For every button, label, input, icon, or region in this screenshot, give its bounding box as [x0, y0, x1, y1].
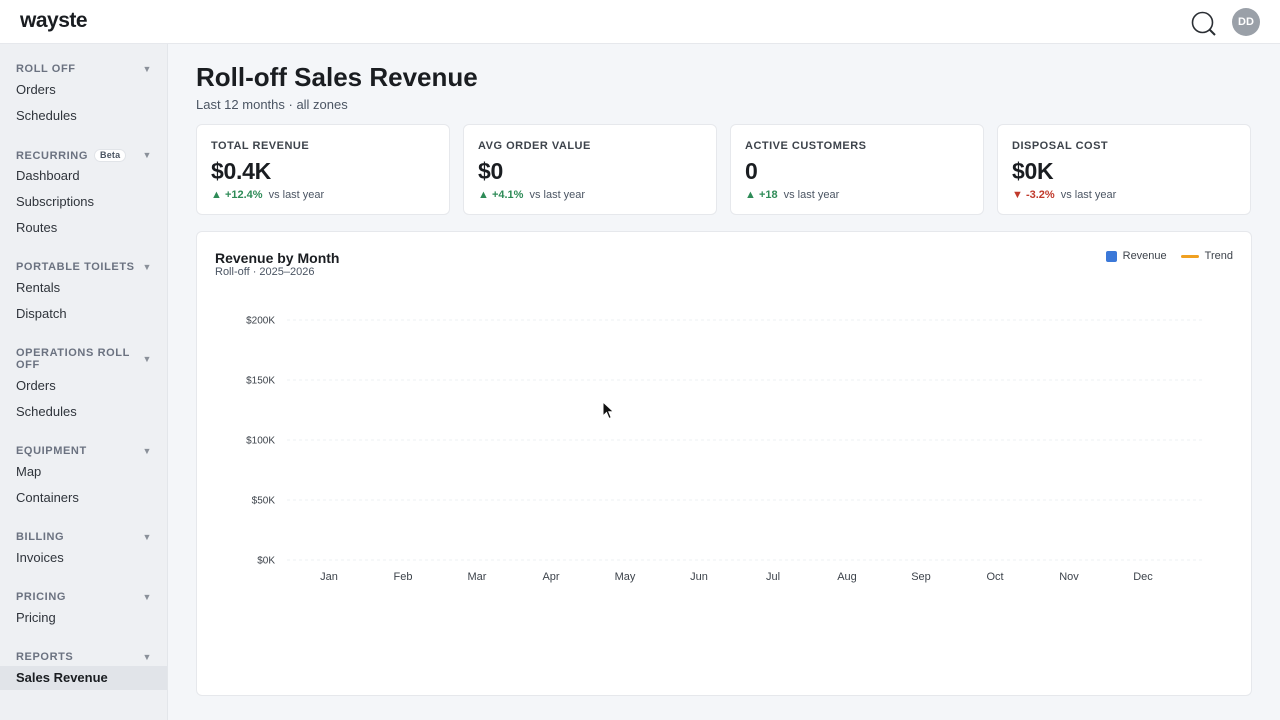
legend-swatch-trend: [1180, 254, 1199, 258]
section-portable-toilets[interactable]: PORTABLE TOILETS ▼: [16, 261, 156, 273]
x-tick-label: Sep: [911, 571, 931, 583]
kpi-value: 0: [745, 158, 758, 184]
kpi-card-active-customers: ACTIVE CUSTOMERS 0 ▲ +18 vs last year: [730, 124, 984, 215]
section-title: REPORTS: [16, 651, 74, 663]
kpi-change: ▲ +18: [745, 189, 778, 201]
chevron-down-icon: ▼: [142, 592, 152, 602]
y-tick-label: $50K: [252, 496, 276, 507]
x-tick-label: Jan: [320, 571, 338, 583]
kpi-card-total-revenue: TOTAL REVENUE $0.4K ▲ +12.4% vs last year: [196, 124, 450, 215]
sidebar-item-subscriptions[interactable]: Subscriptions: [16, 194, 95, 209]
revenue-chart-card: Revenue by Month Roll-off · 2025–2026 Re…: [196, 231, 1252, 696]
chart-title: Revenue by Month: [215, 250, 340, 266]
x-tick-label: Mar: [468, 571, 487, 583]
sidebar-item-rentals[interactable]: Rentals: [16, 280, 61, 295]
y-tick-label: $200K: [246, 316, 275, 327]
x-tick-label: Nov: [1059, 571, 1079, 583]
kpi-compare: vs last year: [783, 189, 840, 201]
sidebar-item-orders[interactable]: Orders: [16, 82, 56, 97]
sidebar-item-dashboard[interactable]: Dashboard: [16, 168, 80, 183]
kpi-value: $0K: [1012, 158, 1054, 184]
mouse-cursor-icon: [602, 401, 615, 420]
x-tick-label: Dec: [1133, 571, 1153, 583]
app-logo[interactable]: wayste: [20, 9, 88, 32]
sidebar: ROLL OFF ▼ Orders Schedules RECURRING Bet…: [0, 44, 168, 720]
sidebar-item-schedules[interactable]: Schedules: [16, 108, 77, 123]
x-tick-label: Oct: [986, 571, 1003, 583]
section-title: RECURRING: [16, 150, 89, 162]
kpi-label: ACTIVE CUSTOMERS: [745, 140, 867, 152]
kpi-delta: ▲ +18 vs last year: [745, 189, 839, 201]
sidebar-item-dispatch[interactable]: Dispatch: [16, 306, 67, 321]
sidebar-item-orders[interactable]: Orders: [16, 378, 56, 393]
search-icon[interactable]: [1190, 10, 1218, 38]
chevron-down-icon: ▼: [142, 532, 152, 542]
section-equipment[interactable]: EQUIPMENT ▼: [16, 445, 156, 457]
chevron-down-icon: ▼: [142, 354, 152, 364]
kpi-label: AVG ORDER VALUE: [478, 140, 591, 152]
legend-swatch-revenue: [1105, 250, 1117, 262]
section-pricing[interactable]: PRICING ▼: [16, 591, 156, 603]
page-subtitle: Last 12 months · all zones: [196, 97, 348, 112]
kpi-compare: vs last year: [268, 189, 325, 201]
chevron-down-icon: ▼: [142, 652, 152, 662]
kpi-card-avg-order-value: AVG ORDER VALUE $0 ▲ +4.1% vs last year: [463, 124, 717, 215]
sidebar-item-schedules[interactable]: Schedules: [16, 404, 77, 419]
x-tick-label: May: [615, 571, 636, 583]
section-reports[interactable]: REPORTS ▼: [16, 651, 156, 663]
sidebar-item-invoices[interactable]: Invoices: [16, 550, 64, 565]
section-recurring[interactable]: RECURRING Beta ▼: [16, 149, 156, 162]
kpi-change: ▼ -3.2%: [1012, 189, 1055, 201]
kpi-delta: ▲ +4.1% vs last year: [478, 189, 585, 201]
kpi-change: ▲ +12.4%: [211, 189, 263, 201]
section-title: OPERATIONS ROLL OFF: [16, 347, 130, 371]
y-tick-label: $100K: [246, 436, 275, 447]
kpi-value: $0: [478, 158, 503, 184]
x-tick-label: Jul: [766, 571, 780, 583]
section-operations-roll-off[interactable]: OPERATIONS ROLL OFF ▼: [16, 347, 156, 371]
chart-legend: Revenue Trend: [1092, 250, 1233, 262]
kpi-delta: ▲ +12.4% vs last year: [211, 189, 324, 201]
chevron-down-icon: ▼: [142, 64, 152, 74]
kpi-card-disposal-cost: DISPOSAL COST $0K ▼ -3.2% vs last year: [997, 124, 1251, 215]
legend-item-revenue[interactable]: Revenue: [1105, 250, 1167, 262]
x-tick-label: Feb: [394, 571, 413, 583]
x-tick-label: Jun: [690, 571, 708, 583]
section-title: PRICING: [16, 591, 67, 603]
kpi-value: $0.4K: [211, 158, 271, 184]
sidebar-item-routes[interactable]: Routes: [16, 220, 58, 235]
section-roll-off[interactable]: ROLL OFF ▼: [16, 63, 156, 75]
kpi-compare: vs last year: [1060, 189, 1117, 201]
chevron-down-icon: ▼: [142, 446, 152, 456]
beta-badge: Beta: [94, 149, 127, 162]
chevron-down-icon: ▼: [142, 262, 152, 272]
x-tick-label: Apr: [542, 571, 559, 583]
section-title: BILLING: [16, 531, 65, 543]
legend-item-trend[interactable]: Trend: [1180, 250, 1233, 262]
sidebar-item-pricing[interactable]: Pricing: [16, 610, 56, 625]
section-title: EQUIPMENT: [16, 445, 87, 457]
user-avatar[interactable]: DD: [1232, 8, 1260, 36]
sidebar-item-sales-revenue[interactable]: Sales Revenue: [0, 666, 167, 690]
section-title: ROLL OFF: [16, 63, 76, 75]
kpi-label: DISPOSAL COST: [1012, 140, 1109, 152]
chevron-down-icon: ▼: [142, 150, 152, 160]
legend-label: Revenue: [1122, 250, 1167, 262]
top-bar: wayste DD: [0, 0, 1280, 44]
y-tick-label: $0K: [257, 556, 275, 567]
section-billing[interactable]: BILLING ▼: [16, 531, 156, 543]
kpi-label: TOTAL REVENUE: [211, 140, 310, 152]
kpi-compare: vs last year: [529, 189, 586, 201]
legend-label: Trend: [1204, 250, 1233, 262]
kpi-delta: ▼ -3.2% vs last year: [1012, 189, 1116, 201]
kpi-change: ▲ +4.1%: [478, 189, 524, 201]
sidebar-item-containers[interactable]: Containers: [16, 490, 79, 505]
revenue-chart[interactable]: $0K $50K $100K $150K $200K Jan Feb Mar Apr May Jun…: [197, 292, 1251, 612]
sidebar-item-map[interactable]: Map: [16, 464, 42, 479]
x-tick-label: Aug: [837, 571, 857, 583]
y-tick-label: $150K: [246, 376, 275, 387]
chart-subtitle: Roll-off · 2025–2026: [215, 266, 315, 278]
page-title: Roll-off Sales Revenue: [196, 62, 478, 92]
section-title: PORTABLE TOILETS: [16, 261, 135, 273]
